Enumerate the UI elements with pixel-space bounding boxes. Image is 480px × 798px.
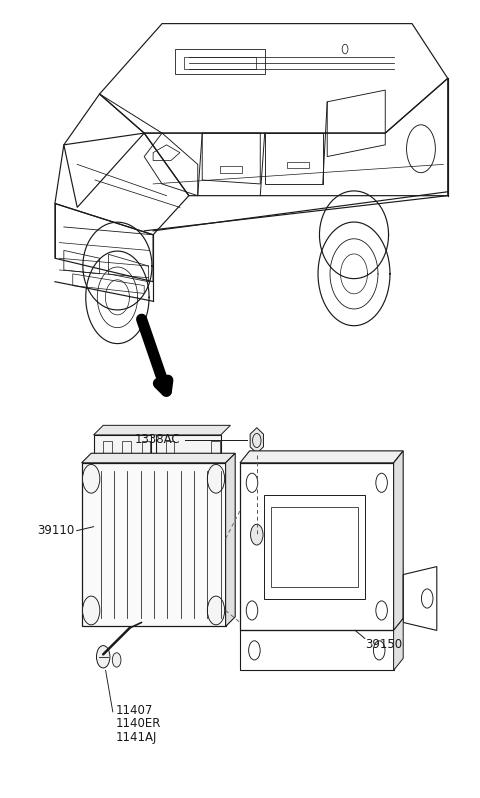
- Polygon shape: [250, 428, 264, 453]
- Circle shape: [207, 464, 225, 493]
- Circle shape: [83, 596, 100, 625]
- Text: 39150: 39150: [365, 638, 402, 651]
- Circle shape: [96, 646, 110, 668]
- Polygon shape: [94, 435, 151, 475]
- Circle shape: [207, 596, 225, 625]
- Text: 1141AJ: 1141AJ: [115, 731, 156, 744]
- Polygon shape: [226, 453, 235, 626]
- Text: 1338AC: 1338AC: [134, 433, 180, 446]
- Polygon shape: [394, 618, 403, 670]
- Text: 1140ER: 1140ER: [115, 717, 161, 730]
- Polygon shape: [394, 451, 403, 630]
- Polygon shape: [240, 451, 403, 463]
- Polygon shape: [82, 453, 235, 463]
- Circle shape: [251, 524, 263, 545]
- Circle shape: [83, 464, 100, 493]
- Text: 39110: 39110: [37, 524, 74, 537]
- Polygon shape: [82, 463, 226, 626]
- Polygon shape: [94, 425, 230, 435]
- Circle shape: [112, 653, 121, 667]
- Polygon shape: [156, 435, 221, 475]
- Text: 11407: 11407: [115, 704, 153, 717]
